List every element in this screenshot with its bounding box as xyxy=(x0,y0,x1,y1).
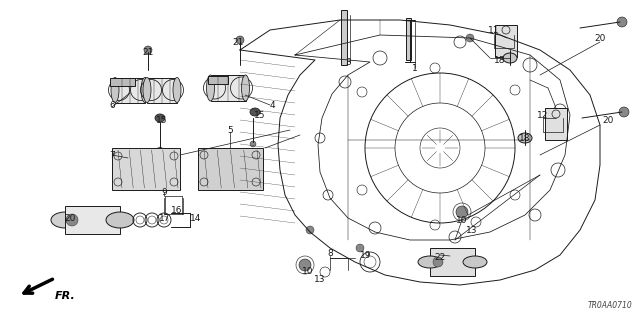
Text: 16: 16 xyxy=(172,205,183,214)
Ellipse shape xyxy=(463,256,487,268)
Text: 20: 20 xyxy=(64,213,76,222)
Text: 21: 21 xyxy=(142,47,154,57)
Bar xyxy=(147,77,177,102)
Text: FR.: FR. xyxy=(55,291,76,301)
Circle shape xyxy=(250,141,256,147)
Text: 20: 20 xyxy=(595,34,605,43)
Text: 10: 10 xyxy=(456,215,468,225)
Ellipse shape xyxy=(106,212,134,228)
Circle shape xyxy=(356,244,364,252)
Ellipse shape xyxy=(241,75,250,101)
Bar xyxy=(341,10,347,65)
Circle shape xyxy=(157,147,163,153)
Bar xyxy=(198,148,263,190)
Ellipse shape xyxy=(143,77,151,102)
Circle shape xyxy=(456,206,468,218)
Text: 8: 8 xyxy=(327,250,333,259)
Bar xyxy=(211,75,246,101)
Text: 3: 3 xyxy=(345,58,351,67)
Text: 5: 5 xyxy=(227,125,233,134)
Text: 15: 15 xyxy=(156,116,168,124)
Bar xyxy=(495,25,517,57)
Text: 19: 19 xyxy=(360,251,372,260)
Circle shape xyxy=(306,226,314,234)
Bar xyxy=(65,206,120,234)
Ellipse shape xyxy=(51,212,79,228)
Text: TR0AA0710: TR0AA0710 xyxy=(588,301,632,310)
Ellipse shape xyxy=(418,256,442,268)
Text: 17: 17 xyxy=(159,213,171,222)
Bar xyxy=(545,108,567,140)
Ellipse shape xyxy=(518,133,532,143)
Text: 12: 12 xyxy=(538,110,548,119)
Circle shape xyxy=(619,107,629,117)
Bar xyxy=(430,248,475,276)
Bar xyxy=(110,78,135,86)
Text: 13: 13 xyxy=(467,226,477,235)
Text: 9: 9 xyxy=(161,188,167,196)
Ellipse shape xyxy=(141,77,149,102)
Circle shape xyxy=(236,36,244,44)
Bar xyxy=(115,77,145,102)
Text: 7: 7 xyxy=(109,150,115,159)
Bar xyxy=(112,148,180,190)
Text: 22: 22 xyxy=(435,252,445,261)
Text: 18: 18 xyxy=(519,133,531,142)
Text: 10: 10 xyxy=(302,267,314,276)
Circle shape xyxy=(617,17,627,27)
Bar xyxy=(208,76,228,84)
Circle shape xyxy=(144,46,152,54)
Text: 18: 18 xyxy=(494,55,506,65)
Circle shape xyxy=(299,259,311,271)
Ellipse shape xyxy=(250,108,260,116)
Ellipse shape xyxy=(503,53,517,63)
Ellipse shape xyxy=(111,77,119,102)
Text: 4: 4 xyxy=(269,100,275,109)
Circle shape xyxy=(66,214,78,226)
Text: 6: 6 xyxy=(109,100,115,109)
Text: 21: 21 xyxy=(232,37,244,46)
Text: 13: 13 xyxy=(314,276,326,284)
Text: 1: 1 xyxy=(412,63,418,73)
Ellipse shape xyxy=(207,75,214,101)
Circle shape xyxy=(433,257,443,267)
Text: 20: 20 xyxy=(602,116,614,124)
Text: 11: 11 xyxy=(488,26,500,35)
Text: 15: 15 xyxy=(254,110,266,119)
Circle shape xyxy=(466,34,474,42)
Ellipse shape xyxy=(155,114,165,122)
Ellipse shape xyxy=(173,77,181,102)
Text: 14: 14 xyxy=(190,213,202,222)
Bar xyxy=(406,18,411,60)
